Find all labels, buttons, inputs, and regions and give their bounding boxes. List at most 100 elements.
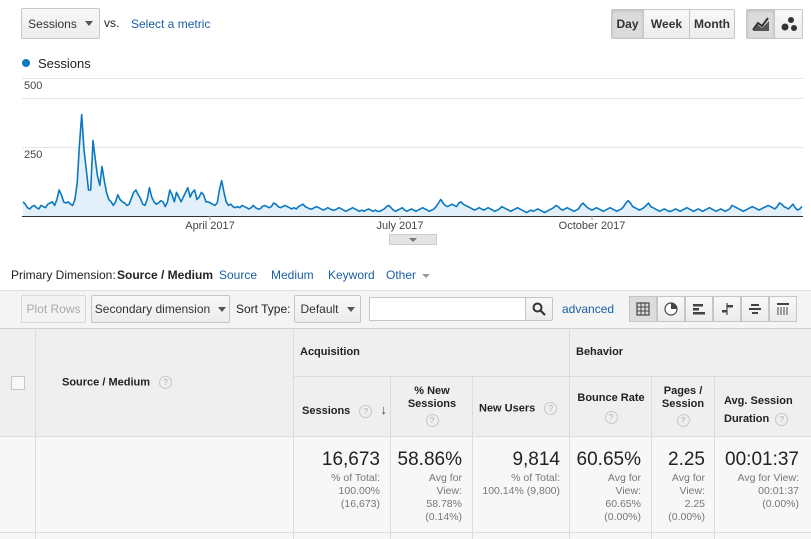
gridline-250 [22,147,803,148]
total-pages-session-sub: Avg for View: 2.25 (0.00%) [668,472,705,523]
total-avg-session-duration: 00:01:37 [725,449,799,470]
metric-select[interactable]: Sessions [21,8,100,39]
chevron-down-icon [422,273,431,278]
granularity-day-label: Day [616,17,639,31]
table-totals-bg [0,436,811,539]
y-tick-250: 250 [24,149,43,161]
chevron-down-icon [346,306,355,312]
advanced-link[interactable]: advanced [562,302,615,316]
view-term-cloud-button[interactable] [741,296,769,322]
table-search-input[interactable] [369,297,526,321]
secondary-dimension-select[interactable]: Secondary dimension [91,295,230,323]
totals-bottom-divider [0,532,811,533]
plot-rows-button[interactable]: Plot Rows [21,295,86,323]
help-icon: ? [359,404,373,418]
help-icon: ? [425,414,439,427]
dimension-tab-source[interactable]: Source [219,268,258,282]
granularity-month-button[interactable]: Month [689,9,735,39]
view-performance-button[interactable] [685,296,713,322]
total-new-sessions-sub: Avg for View: 58.78% (0.14%) [425,472,462,523]
help-icon: ? [604,411,618,424]
sort-type-value: Default [300,302,339,316]
total-bounce-rate: 60.65% [576,449,641,470]
chevron-down-icon [409,237,417,242]
header-sessions-label: Sessions [302,405,351,417]
pivot-icon [777,303,789,315]
granularity-week-label: Week [650,17,683,31]
total-sessions: 16,673 [321,449,380,470]
help-icon: ? [544,402,558,415]
view-comparison-button[interactable] [713,296,741,322]
motion-chart-button[interactable] [774,9,803,39]
search-icon [532,302,546,316]
group-acquisition: Acquisition [300,346,360,358]
help-icon: ? [159,376,173,389]
col-divider [651,376,652,539]
header-avg-duration-label: Avg. Session Duration [724,395,793,425]
granularity-month-label: Month [694,17,730,31]
total-new-users-sub: % of Total: 100.14% (9,800) [482,472,560,497]
header-new-users[interactable]: New Users ? [479,402,558,415]
dimension-tab-medium[interactable]: Medium [271,268,314,282]
help-icon: ? [775,412,789,426]
chart-collapse-handle[interactable] [389,234,437,245]
chevron-down-icon [218,306,227,312]
bar-performance-icon [693,304,705,315]
sessions-area-fill [23,114,802,216]
sort-type-label: Sort Type: [236,302,291,316]
total-avg-session-duration-sub: Avg for View: 00:01:37 (0.00%) [737,472,799,510]
view-pie-button[interactable] [657,296,685,322]
total-sessions-sub: % of Total: 100.00% (16,673) [331,472,380,510]
total-pages-session: 2.25 [668,449,705,470]
total-new-users: 9,814 [512,449,560,470]
search-button[interactable] [525,297,553,321]
header-source-medium[interactable]: Source / Medium ? [62,376,173,389]
dimension-other-label: Other [386,268,417,282]
y-tick-500: 500 [24,80,43,92]
sort-type-select[interactable]: Default [294,295,361,323]
grid-table-icon [636,302,650,316]
select-metric-link[interactable]: Select a metric [131,17,211,31]
header-bottom-divider [0,436,811,437]
x-tick-april-2017: April 2017 [185,220,235,232]
dimension-tab-source-medium[interactable]: Source / Medium [117,268,214,282]
col-divider [390,376,391,539]
header-new-sessions-label: % New Sessions [407,385,457,410]
view-data-table-button[interactable] [629,296,657,322]
secondary-dimension-label: Secondary dimension [94,302,211,316]
header-source-medium-label: Source / Medium [62,376,151,389]
group-divider [293,376,811,377]
header-avg-session-duration[interactable]: Avg. Session Duration ? [724,392,796,428]
col-divider [714,376,715,539]
vs-label: vs. [104,16,120,30]
col-divider [35,328,36,539]
dimension-tab-other[interactable]: Other [386,268,431,282]
col-divider [569,328,570,539]
dimension-tab-keyword[interactable]: Keyword [328,268,375,282]
granularity-week-button[interactable]: Week [643,9,690,39]
header-bounce-rate[interactable]: Bounce Rate ? [572,392,650,424]
legend-label: Sessions [38,56,91,71]
line-chart-button[interactable] [746,9,775,39]
view-pivot-button[interactable] [769,296,797,322]
header-new-users-label: New Users [479,402,536,415]
bubble-chart-icon [781,17,797,31]
comparison-icon [722,303,733,315]
header-new-sessions[interactable]: % New Sessions ? [392,385,472,427]
plot-rows-label: Plot Rows [26,302,81,316]
metric-select-label: Sessions [28,16,77,31]
header-sessions[interactable]: Sessions ? ↓ [302,402,387,418]
select-all-checkbox[interactable] [11,376,25,390]
granularity-day-button[interactable]: Day [611,9,644,39]
group-behavior: Behavior [576,346,624,358]
header-pages-session[interactable]: Pages / Session ? [653,385,713,427]
gridline-top [22,78,803,79]
sessions-chart [22,113,803,220]
primary-dimension-label: Primary Dimension: [11,268,116,282]
legend-dot [22,59,30,67]
total-new-sessions: 58.86% [397,449,462,470]
header-pages-session-label: Pages / Session [661,385,705,410]
x-tick-october-2017: October 2017 [558,220,626,232]
table-header-bg [0,328,811,437]
line-chart-icon [751,17,769,31]
